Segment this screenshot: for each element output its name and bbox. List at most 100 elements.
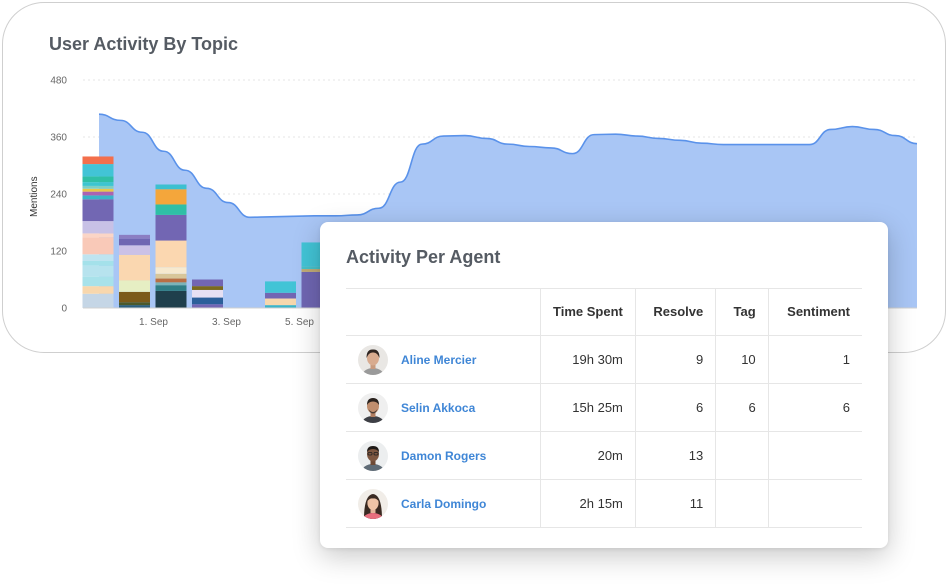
agent-card-title: Activity Per Agent <box>346 247 501 267</box>
bar-segment[interactable] <box>82 254 114 261</box>
bar-segment[interactable] <box>155 267 187 274</box>
agent-cell: Aline Mercier <box>346 335 541 384</box>
bar-segment[interactable] <box>265 292 296 299</box>
bar-segment[interactable] <box>155 204 187 215</box>
agent-name-link[interactable]: Selin Akkoca <box>401 400 476 415</box>
chart-title: User Activity By Topic <box>49 34 239 54</box>
agent-column-header <box>346 288 541 336</box>
agent-table-header: Time Spent Resolve Tag Sentiment <box>346 288 862 336</box>
time-spent-cell: 15h 25m <box>539 383 636 432</box>
area-series-line <box>98 113 918 219</box>
tag-cell[interactable]: 10 <box>715 335 769 384</box>
bar-segment[interactable] <box>82 286 114 294</box>
table-row: Selin Akkoca 15h 25m 6 6 6 <box>346 383 862 432</box>
bar-segment[interactable] <box>82 199 114 222</box>
table-row: Damon Rogers 20m 13 <box>346 431 862 480</box>
bar-segment[interactable] <box>119 280 150 292</box>
time-spent-header[interactable]: Time Spent <box>539 288 636 336</box>
bar-segment[interactable] <box>155 240 187 268</box>
bar-segment[interactable] <box>82 176 114 183</box>
time-spent-cell: 19h 30m <box>539 335 636 384</box>
sentiment-cell[interactable]: 6 <box>767 383 862 432</box>
stacked-bar[interactable] <box>155 184 187 309</box>
bar-segment[interactable] <box>192 286 223 290</box>
bar-segment[interactable] <box>82 191 114 196</box>
bar-segment[interactable] <box>192 304 223 308</box>
bar-segment[interactable] <box>82 185 114 189</box>
bar-segment[interactable] <box>301 269 333 272</box>
bar-segment[interactable] <box>82 233 114 238</box>
bar-segment[interactable] <box>119 305 150 308</box>
bar-segment[interactable] <box>155 278 187 283</box>
bar-segment[interactable] <box>265 305 296 308</box>
bar-segment[interactable] <box>82 276 114 287</box>
bar-segment[interactable] <box>82 156 114 165</box>
avatar <box>358 392 388 423</box>
bar-segment[interactable] <box>192 297 223 305</box>
y-tick-label: 240 <box>50 190 67 201</box>
bar-segment[interactable] <box>119 238 150 246</box>
agent-table: Time Spent Resolve Tag Sentiment Aline M… <box>346 288 862 528</box>
agent-name-link[interactable]: Carla Domingo <box>401 496 487 511</box>
bar-segment[interactable] <box>155 184 187 190</box>
bar-segment[interactable] <box>155 285 187 291</box>
stacked-bar[interactable] <box>265 281 296 308</box>
bar-segment[interactable] <box>82 265 114 277</box>
bar-segment[interactable] <box>119 291 150 303</box>
bar-segment[interactable] <box>119 302 150 306</box>
stacked-bar[interactable] <box>82 156 114 308</box>
y-axis-title: Mentions <box>29 176 40 217</box>
table-row: Carla Domingo 2h 15m 11 <box>346 479 862 528</box>
tag-header[interactable]: Tag <box>715 288 769 336</box>
bar-segment[interactable] <box>82 221 114 234</box>
bar-segment[interactable] <box>82 260 114 266</box>
sentiment-cell <box>767 479 862 528</box>
y-tick-label: 480 <box>50 76 67 87</box>
bar-segment[interactable] <box>155 214 187 241</box>
sentiment-cell[interactable]: 1 <box>767 335 862 384</box>
tag-cell <box>715 431 769 480</box>
resolve-header[interactable]: Resolve <box>634 288 716 336</box>
bar-segment[interactable] <box>301 266 333 270</box>
bar-segment[interactable] <box>155 189 187 205</box>
stacked-bar[interactable] <box>192 279 223 309</box>
stacked-bar[interactable] <box>119 234 150 308</box>
bar-segment[interactable] <box>82 164 114 177</box>
tag-cell <box>715 479 769 528</box>
bar-segment[interactable] <box>119 245 150 255</box>
bar-segment[interactable] <box>82 195 114 200</box>
resolve-cell[interactable]: 13 <box>634 431 716 480</box>
bar-segment[interactable] <box>265 281 296 293</box>
x-tick-label: 5. Sep <box>285 317 314 328</box>
agent-cell: Damon Rogers <box>346 431 541 480</box>
agent-name-link[interactable]: Damon Rogers <box>401 448 487 463</box>
avatar <box>358 488 388 519</box>
sentiment-header[interactable]: Sentiment <box>767 288 862 336</box>
sentiment-cell <box>767 431 862 480</box>
bar-segment[interactable] <box>155 290 187 308</box>
y-tick-label: 120 <box>50 247 67 258</box>
time-spent-cell: 20m <box>539 431 636 480</box>
resolve-cell[interactable]: 6 <box>634 383 716 432</box>
bar-segment[interactable] <box>192 279 223 287</box>
avatar <box>358 440 388 471</box>
bar-segment[interactable] <box>82 293 114 308</box>
bar-segment[interactable] <box>155 273 187 279</box>
bar-segment[interactable] <box>82 188 114 192</box>
table-row: Aline Mercier 19h 30m 9 10 1 <box>346 335 862 384</box>
resolve-cell[interactable]: 11 <box>634 479 716 528</box>
bar-segment[interactable] <box>155 282 187 286</box>
bar-segment[interactable] <box>119 254 150 281</box>
bar-segment[interactable] <box>119 234 150 239</box>
agent-name-link[interactable]: Aline Mercier <box>401 352 477 367</box>
bar-segment[interactable] <box>265 298 296 306</box>
agent-cell: Carla Domingo <box>346 479 541 528</box>
time-spent-cell: 2h 15m <box>539 479 636 528</box>
bar-segment[interactable] <box>192 289 223 298</box>
tag-cell[interactable]: 6 <box>715 383 769 432</box>
avatar <box>358 344 388 375</box>
bar-segment[interactable] <box>82 182 114 186</box>
x-tick-label: 1. Sep <box>139 317 168 328</box>
bar-segment[interactable] <box>82 237 114 255</box>
resolve-cell[interactable]: 9 <box>634 335 716 384</box>
